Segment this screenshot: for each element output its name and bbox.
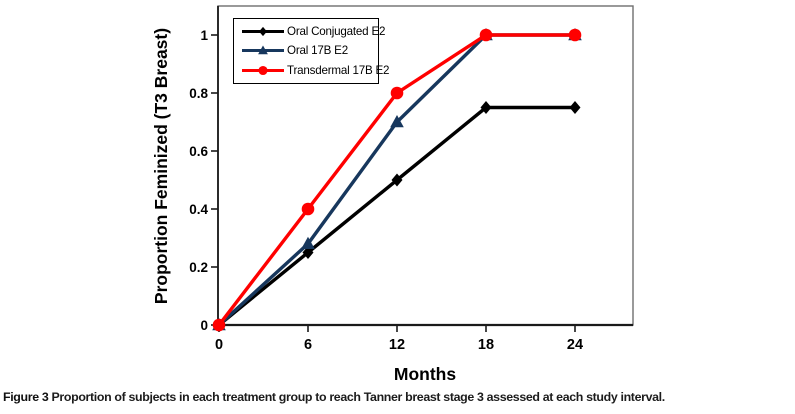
legend-triangle-marker-icon <box>242 45 284 55</box>
x-tick-label: 6 <box>304 337 312 353</box>
x-tick-label: 18 <box>478 337 494 353</box>
data-point-circle <box>568 28 582 42</box>
y-tick-label: 0.2 <box>189 260 208 275</box>
data-point-triangle <box>390 115 404 128</box>
data-point-diamond <box>391 173 403 187</box>
legend-item-transdermal-17b-e2: Transdermal 17B E2 <box>241 61 389 80</box>
data-point-diamond <box>480 101 492 114</box>
y-tick-label: 0.8 <box>189 86 208 101</box>
figure-caption-label: Figure 3 <box>3 390 49 404</box>
legend-label: Oral Conjugated E2 <box>287 25 386 39</box>
x-tick-label: 0 <box>215 337 223 353</box>
legend-diamond-marker-icon <box>242 26 284 37</box>
legend-label: Oral 17B E2 <box>287 44 348 58</box>
x-axis-title: Months <box>394 364 456 384</box>
legend-sample-marker <box>258 65 268 75</box>
legend-sample-marker <box>259 26 267 37</box>
chart-legend: Oral Conjugated E2 Oral 17B E2 Transderm… <box>233 18 389 84</box>
data-point-triangle <box>301 236 315 249</box>
data-point-diamond <box>302 246 314 259</box>
data-point-circle <box>212 318 226 332</box>
figure-caption-text: Proportion of subjects in each treatment… <box>48 390 665 404</box>
legend-item-oral-17b-e2: Oral 17B E2 <box>241 41 374 60</box>
y-axis-title: Proportion Feminized (T3 Breast) <box>151 28 171 304</box>
y-tick-label: 0.6 <box>189 144 208 159</box>
legend-label: Transdermal 17B E2 <box>287 63 390 77</box>
x-tick-label: 12 <box>389 337 405 353</box>
y-tick-label: 0 <box>200 318 208 333</box>
data-point-circle <box>390 86 404 100</box>
legend-sample-marker <box>258 45 268 55</box>
legend-circle-marker-icon <box>242 65 284 75</box>
x-tick-label: 24 <box>567 337 583 353</box>
figure-caption: Figure 3 Proportion of subjects in each … <box>3 390 793 404</box>
series-line <box>217 105 577 327</box>
legend-item-oral-conjugated-e2: Oral Conjugated E2 <box>241 22 385 41</box>
y-tick-label: 0.4 <box>189 202 208 217</box>
data-point-circle <box>479 28 493 42</box>
y-tick-label: 1 <box>200 28 208 43</box>
data-point-diamond <box>569 101 581 114</box>
data-point-circle <box>301 202 315 216</box>
plot-area: 0 0.2 0.4 0.6 0.8 1 0 6 12 18 24 <box>189 5 634 353</box>
chart-canvas: 0 0.2 0.4 0.6 0.8 1 0 6 12 18 24 Proportion Femini… <box>151 5 634 384</box>
